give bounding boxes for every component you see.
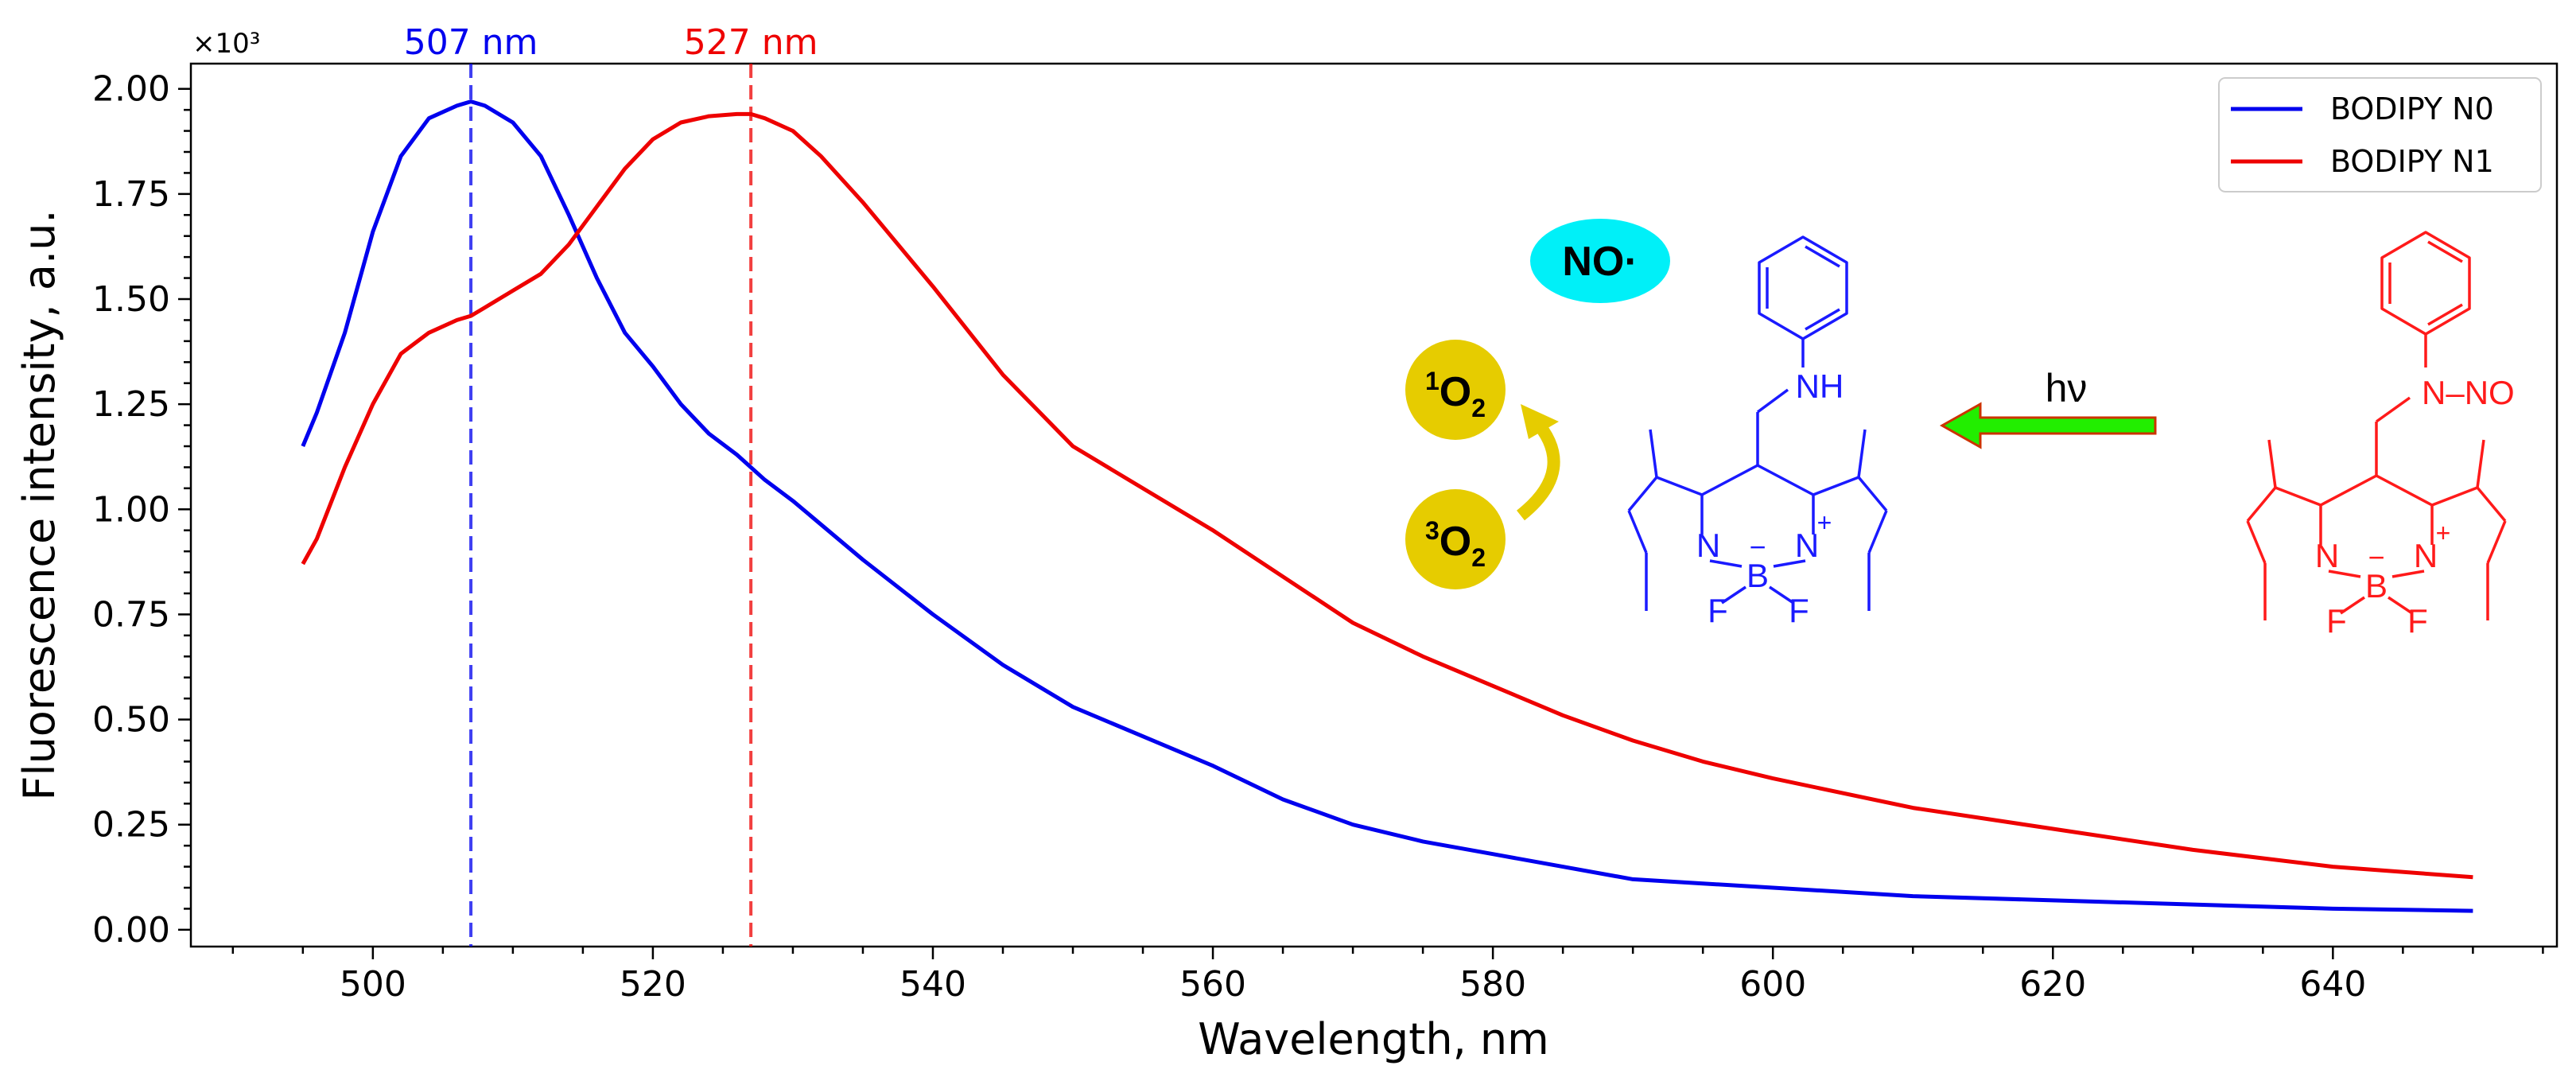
y-tick-label: 0.00 xyxy=(92,910,170,951)
y-axis-title: Fluorescence intensity, a.u. xyxy=(14,209,64,800)
legend-label-n0: BODIPY N0 xyxy=(2330,91,2494,126)
n0-f-left: F xyxy=(1708,592,1728,629)
x-tick-label: 580 xyxy=(1459,964,1526,1005)
n1-phenyl-ring xyxy=(2380,231,2471,336)
bodipy-n1-labels: N–NO N N + B − F F xyxy=(2315,374,2515,640)
bodipy-n0-structure xyxy=(1627,235,1888,611)
n1-nno-label: N–NO xyxy=(2422,374,2515,411)
n1-plus: + xyxy=(2436,519,2451,547)
n1-f-right: F xyxy=(2407,602,2428,640)
curved-arrow-icon xyxy=(1516,415,1560,521)
svg-text:1O2: 1O2 xyxy=(1425,367,1486,422)
y-tick-label: 1.25 xyxy=(92,384,170,425)
series-line-1 xyxy=(301,111,2473,880)
n0-n-right: N xyxy=(1795,527,1819,564)
singlet-sub: 2 xyxy=(1471,394,1486,422)
y-tick-label: 1.75 xyxy=(92,174,170,215)
no-radical-badge: NO· xyxy=(1530,219,1670,303)
bodipy-n1-structure xyxy=(2246,231,2507,620)
y-tick-label: 0.75 xyxy=(92,594,170,635)
n1-boron: B xyxy=(2365,567,2388,605)
legend-label-n1: BODIPY N1 xyxy=(2330,144,2494,179)
series-line-0 xyxy=(301,99,2473,913)
y-tick-label: 1.50 xyxy=(92,279,170,320)
y-tick-label: 0.50 xyxy=(92,700,170,741)
svg-text:3O2: 3O2 xyxy=(1425,516,1486,572)
peak-label-1: 527 nm xyxy=(684,22,818,63)
n0-boron: B xyxy=(1746,557,1769,594)
x-tick-label: 600 xyxy=(1739,964,1806,1005)
n0-plus: + xyxy=(1817,508,1832,537)
x-axis: 500 520 540 560 580 600 620 640 xyxy=(231,947,2544,1005)
y-tick-label: 2.00 xyxy=(92,69,170,110)
x-tick-label: 500 xyxy=(340,964,406,1005)
x-tick-label: 640 xyxy=(2299,964,2366,1005)
legend: BODIPY N0 BODIPY N1 xyxy=(2218,77,2542,192)
singlet-o: O xyxy=(1440,369,1471,415)
light-arrow-icon xyxy=(1939,402,2157,449)
n0-f-right: F xyxy=(1789,592,1809,629)
reaction-scheme: NO· 1O2 3O2 xyxy=(1405,219,2515,640)
x-tick-label: 620 xyxy=(2019,964,2086,1005)
y-axis: 0.00 0.25 0.50 0.75 1.00 1.25 1.50 1.75 2.00 xyxy=(92,69,191,951)
triplet-sup: 3 xyxy=(1425,516,1440,545)
bodipy-n0-labels: NH N N + B − F F xyxy=(1696,367,1844,629)
no-radical-ellipse xyxy=(1530,219,1670,303)
light-label: hν xyxy=(2046,366,2088,410)
n0-phenyl-ring xyxy=(1758,235,1848,340)
n0-n-left: N xyxy=(1696,527,1720,564)
singlet-oxygen-badge: 1O2 xyxy=(1405,340,1506,440)
triplet-oxygen-circle xyxy=(1405,489,1506,589)
n1-minus: − xyxy=(2368,541,2384,574)
triplet-sub: 2 xyxy=(1471,543,1486,572)
y-tick-label: 0.25 xyxy=(92,805,170,846)
x-tick-label: 540 xyxy=(899,964,966,1005)
peak-annotations: 507 nm 527 nm xyxy=(404,22,818,947)
no-radical-label: NO· xyxy=(1562,239,1638,285)
n0-nh-label: NH xyxy=(1796,367,1844,405)
peak-label-0: 507 nm xyxy=(404,22,538,63)
series-lines xyxy=(301,99,2473,913)
y-multiplier: ×10³ xyxy=(192,28,260,60)
triplet-oxygen-badge: 3O2 xyxy=(1405,489,1506,589)
singlet-sup: 1 xyxy=(1425,367,1440,395)
x-axis-title: Wavelength, nm xyxy=(1198,1014,1549,1064)
y-tick-label: 1.00 xyxy=(92,489,170,530)
n1-f-left: F xyxy=(2326,602,2347,640)
x-tick-label: 520 xyxy=(620,964,686,1005)
n0-minus: − xyxy=(1749,531,1766,563)
n1-n-left: N xyxy=(2315,537,2339,574)
n1-n-right: N xyxy=(2414,537,2438,574)
triplet-o: O xyxy=(1440,519,1471,565)
curved-arrowhead-icon xyxy=(1521,404,1559,439)
x-tick-label: 560 xyxy=(1179,964,1246,1005)
plot-frame xyxy=(189,62,2559,948)
singlet-oxygen-circle xyxy=(1405,340,1506,440)
